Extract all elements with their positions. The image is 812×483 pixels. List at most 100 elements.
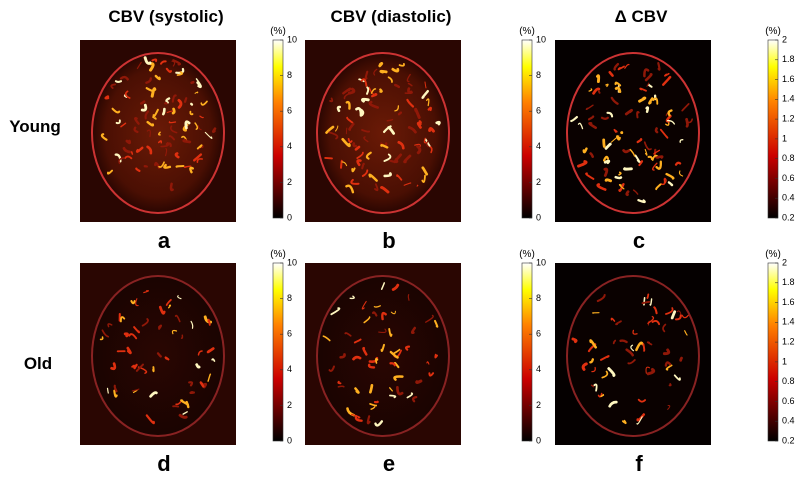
column-title: Δ CBV bbox=[615, 7, 668, 26]
panel-letter: d bbox=[157, 451, 170, 476]
brain bbox=[317, 276, 449, 436]
row-label: Young bbox=[9, 117, 61, 136]
colorbar-tick-label: 6 bbox=[536, 106, 541, 116]
vessel bbox=[417, 185, 418, 186]
vessel bbox=[366, 72, 368, 79]
colorbar-tick-label: 2 bbox=[782, 257, 787, 267]
colorbar-tick-label: 8 bbox=[287, 70, 292, 80]
colorbar-tick-label: 0.2 bbox=[782, 435, 795, 445]
colorbar-tick-label: 1 bbox=[782, 133, 787, 143]
vessel bbox=[417, 381, 421, 383]
vessel bbox=[602, 118, 608, 119]
vessel bbox=[687, 119, 688, 126]
colorbar-tick-label: 1.6 bbox=[782, 297, 795, 307]
vessel bbox=[429, 108, 431, 110]
vessel bbox=[656, 129, 657, 133]
vessel bbox=[213, 129, 215, 132]
colorbar-tick-label: 10 bbox=[287, 257, 297, 267]
colorbar-tick-label: 8 bbox=[287, 293, 292, 303]
colorbar-tick-label: 1.8 bbox=[782, 277, 795, 287]
colorbar-tick-label: 1 bbox=[782, 356, 787, 366]
colorbar bbox=[522, 40, 532, 218]
vessel bbox=[163, 109, 164, 114]
colorbar-tick-label: 10 bbox=[287, 34, 297, 44]
vessel bbox=[658, 63, 659, 70]
colorbar-tick-label: 4 bbox=[536, 364, 541, 374]
vessel bbox=[116, 81, 121, 82]
colorbar-tick-label: 1.8 bbox=[782, 54, 795, 64]
vessel bbox=[604, 140, 605, 147]
vessel bbox=[338, 386, 344, 387]
vessel bbox=[125, 334, 127, 336]
vessel bbox=[132, 152, 133, 154]
colorbar-tick-label: 10 bbox=[536, 257, 546, 267]
vessel bbox=[437, 122, 440, 124]
colorbar-tick-label: 2 bbox=[287, 400, 292, 410]
colorbar-tick-label: 2 bbox=[536, 177, 541, 187]
vessel bbox=[380, 90, 381, 92]
colorbar-tick-label: 0.8 bbox=[782, 376, 795, 386]
colorbar-tick-label: 0.6 bbox=[782, 396, 795, 406]
colorbar-tick-label: 6 bbox=[536, 329, 541, 339]
vessel bbox=[132, 365, 134, 366]
vessel bbox=[381, 71, 386, 72]
colorbar-tick-label: 2 bbox=[536, 400, 541, 410]
vessel bbox=[621, 341, 627, 342]
colorbar-tick-label: 4 bbox=[287, 364, 292, 374]
panel-letter: e bbox=[383, 451, 395, 476]
vessel bbox=[605, 161, 609, 163]
vessel bbox=[657, 157, 662, 158]
colorbar-unit: (%) bbox=[765, 26, 781, 37]
vessel bbox=[435, 355, 437, 358]
column-title: CBV (diastolic) bbox=[331, 7, 452, 26]
vessel bbox=[177, 166, 184, 167]
vessel bbox=[599, 91, 600, 93]
vessel bbox=[681, 358, 682, 360]
vessel bbox=[191, 104, 192, 105]
colorbar-tick-label: 4 bbox=[536, 141, 541, 151]
colorbar-unit: (%) bbox=[519, 249, 535, 260]
vessel bbox=[627, 192, 628, 195]
colorbar-tick-label: 0.8 bbox=[782, 153, 795, 163]
colorbar-tick-label: 2 bbox=[287, 177, 292, 187]
colorbar-tick-label: 1.4 bbox=[782, 94, 795, 104]
vessel bbox=[380, 63, 382, 65]
colorbar-tick-label: 0.2 bbox=[782, 212, 795, 222]
vessel bbox=[393, 69, 398, 71]
vessel bbox=[165, 103, 167, 104]
colorbar-tick-label: 2 bbox=[782, 34, 787, 44]
colorbar-unit: (%) bbox=[519, 26, 535, 37]
vessel bbox=[430, 129, 434, 132]
colorbar-unit: (%) bbox=[765, 249, 781, 260]
vessel bbox=[605, 169, 607, 176]
colorbar-tick-label: 6 bbox=[287, 329, 292, 339]
panel-letter: a bbox=[158, 228, 171, 253]
vessel bbox=[670, 384, 671, 386]
vessel bbox=[592, 385, 594, 386]
vessel bbox=[141, 102, 144, 104]
panel-letter: c bbox=[633, 228, 645, 253]
figure: CBV (systolic)CBV (diastolic)Δ CBVYounga… bbox=[0, 0, 812, 483]
colorbar-tick-label: 10 bbox=[536, 34, 546, 44]
vessel bbox=[638, 200, 644, 202]
panel-letter: f bbox=[635, 451, 643, 476]
colorbar-unit: (%) bbox=[270, 26, 286, 37]
colorbar-tick-label: 0.4 bbox=[782, 416, 795, 426]
vessel bbox=[106, 97, 109, 99]
vessel bbox=[598, 76, 599, 82]
vessel bbox=[151, 64, 154, 70]
colorbar-tick-label: 0 bbox=[536, 435, 541, 445]
panel-letter: b bbox=[382, 228, 395, 253]
colorbar-tick-label: 0 bbox=[287, 435, 292, 445]
vessel bbox=[647, 107, 648, 111]
vessel bbox=[325, 158, 332, 159]
colorbar-tick-label: 8 bbox=[536, 70, 541, 80]
colorbar-tick-label: 0.4 bbox=[782, 193, 795, 203]
colorbar-tick-label: 0 bbox=[287, 212, 292, 222]
vessel bbox=[191, 392, 194, 393]
vessel bbox=[182, 335, 183, 338]
vessel bbox=[108, 388, 109, 393]
brain bbox=[92, 276, 224, 436]
colorbar-tick-label: 8 bbox=[536, 293, 541, 303]
colorbar-tick-label: 0 bbox=[536, 212, 541, 222]
